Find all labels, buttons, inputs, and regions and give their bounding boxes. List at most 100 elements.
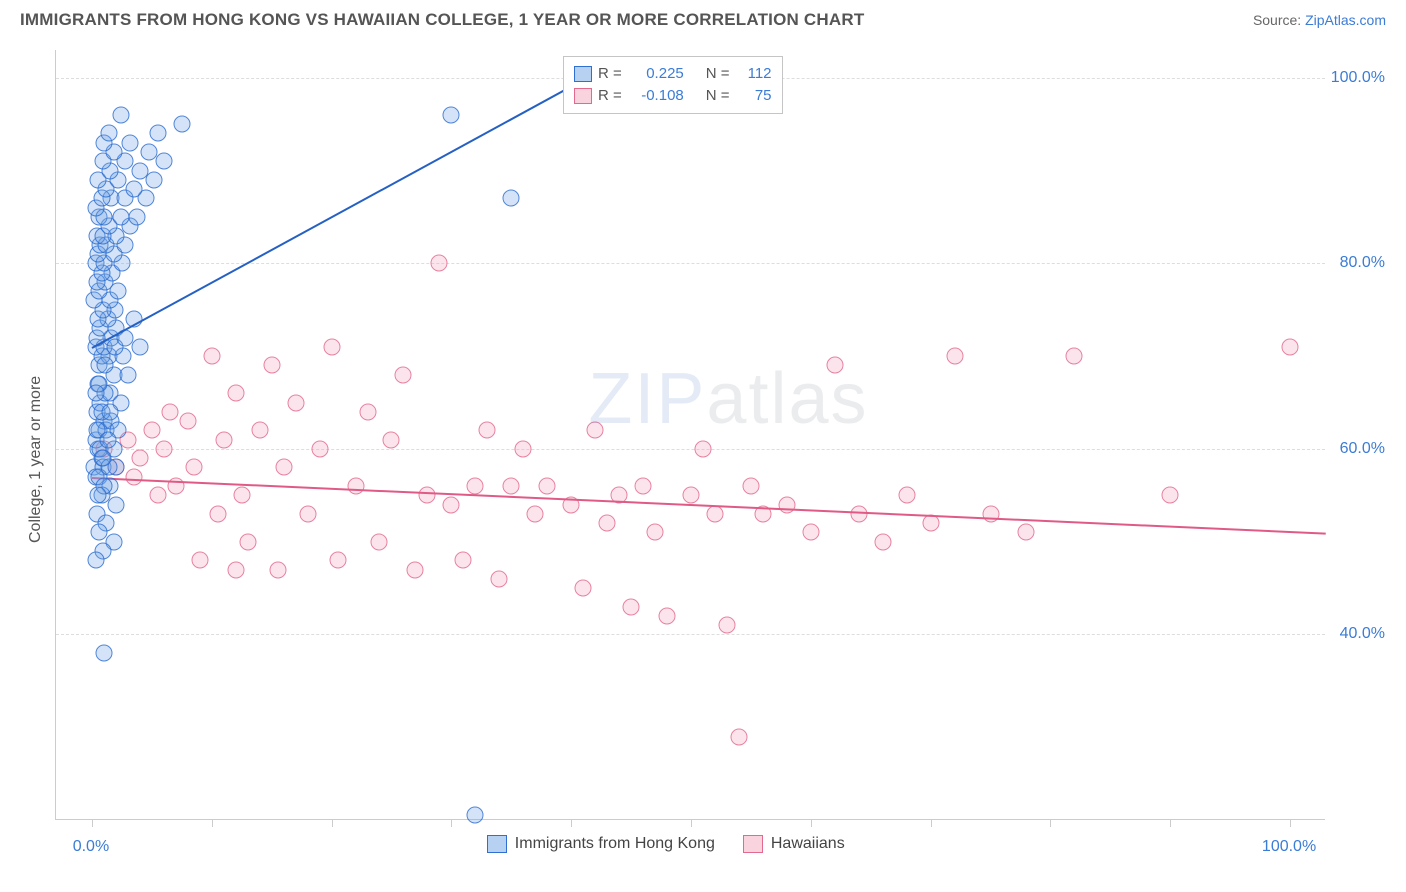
data-point	[419, 487, 436, 504]
y-tick-label: 100.0%	[1331, 69, 1385, 87]
stats-row-hw: R = -0.108 N = 75	[574, 85, 772, 107]
data-point	[87, 552, 104, 569]
data-point	[112, 208, 129, 225]
data-point	[515, 440, 532, 457]
data-point	[922, 515, 939, 532]
y-tick-label: 40.0%	[1340, 625, 1385, 643]
trend-line	[92, 477, 1326, 535]
data-point	[269, 561, 286, 578]
source-attribution: Source: ZipAtlas.com	[1253, 12, 1386, 28]
data-point	[347, 478, 364, 495]
chart-title: IMMIGRANTS FROM HONG KONG VS HAWAIIAN CO…	[20, 10, 864, 30]
data-point	[503, 190, 520, 207]
x-tick	[571, 819, 572, 827]
data-point	[371, 533, 388, 550]
grid-line	[56, 634, 1325, 635]
grid-line	[56, 449, 1325, 450]
data-point	[647, 524, 664, 541]
data-point	[443, 106, 460, 123]
data-point	[802, 524, 819, 541]
data-point	[155, 153, 172, 170]
data-point	[898, 487, 915, 504]
data-point	[97, 357, 114, 374]
stat-n-label: N =	[706, 63, 730, 85]
data-point	[527, 505, 544, 522]
data-point	[149, 487, 166, 504]
x-tick	[1170, 819, 1171, 827]
stat-r-label: R =	[598, 63, 622, 85]
data-point	[706, 505, 723, 522]
y-tick-label: 60.0%	[1340, 440, 1385, 458]
data-point	[467, 478, 484, 495]
x-tick-label: 100.0%	[1262, 838, 1316, 856]
data-point	[131, 450, 148, 467]
legend-label-hk: Immigrants from Hong Kong	[515, 835, 715, 853]
data-point	[359, 403, 376, 420]
legend-item-hk: Immigrants from Hong Kong	[487, 835, 715, 853]
data-point	[407, 561, 424, 578]
data-point	[599, 515, 616, 532]
legend-item-hw: Hawaiians	[743, 835, 845, 853]
data-point	[227, 385, 244, 402]
data-point	[239, 533, 256, 550]
data-point	[539, 478, 556, 495]
data-point	[826, 357, 843, 374]
stat-n-hk: 112	[736, 63, 772, 85]
data-point	[203, 348, 220, 365]
data-point	[99, 431, 116, 448]
source-link[interactable]: ZipAtlas.com	[1305, 12, 1386, 28]
data-point	[107, 496, 124, 513]
data-point	[173, 116, 190, 133]
data-point	[491, 570, 508, 587]
data-point	[101, 403, 118, 420]
data-point	[251, 422, 268, 439]
x-tick-label: 0.0%	[73, 838, 109, 856]
data-point	[87, 385, 104, 402]
stat-n-hw: 75	[736, 85, 772, 107]
legend-swatch-hw	[743, 835, 763, 853]
x-tick	[691, 819, 692, 827]
stats-row-hk: R = 0.225 N = 112	[574, 63, 772, 85]
data-point	[694, 440, 711, 457]
stat-r-hk: 0.225	[628, 63, 684, 85]
data-point	[275, 459, 292, 476]
x-tick	[1050, 819, 1051, 827]
data-point	[1282, 338, 1299, 355]
data-point	[287, 394, 304, 411]
data-point	[125, 468, 142, 485]
data-point	[479, 422, 496, 439]
data-point	[683, 487, 700, 504]
stat-n-label: N =	[706, 85, 730, 107]
x-tick	[212, 819, 213, 827]
data-point	[730, 728, 747, 745]
data-point	[395, 366, 412, 383]
legend: Immigrants from Hong Kong Hawaiians	[487, 835, 845, 853]
data-point	[1018, 524, 1035, 541]
data-point	[100, 125, 117, 142]
data-point	[718, 617, 735, 634]
data-point	[149, 125, 166, 142]
data-point	[467, 807, 484, 824]
x-tick	[931, 819, 932, 827]
data-point	[122, 134, 139, 151]
legend-label-hw: Hawaiians	[771, 835, 845, 853]
legend-swatch-hk	[487, 835, 507, 853]
data-point	[742, 478, 759, 495]
data-point	[112, 106, 129, 123]
data-point	[89, 487, 106, 504]
data-point	[155, 440, 172, 457]
data-point	[311, 440, 328, 457]
data-point	[185, 459, 202, 476]
stat-r-hw: -0.108	[628, 85, 684, 107]
plot-area: 40.0%60.0%80.0%100.0%	[55, 50, 1325, 820]
data-point	[635, 478, 652, 495]
x-tick	[451, 819, 452, 827]
data-point	[503, 478, 520, 495]
data-point	[587, 422, 604, 439]
y-axis-title: College, 1 year or more	[27, 376, 45, 543]
x-tick	[332, 819, 333, 827]
data-point	[299, 505, 316, 522]
data-point	[323, 338, 340, 355]
data-point	[874, 533, 891, 550]
x-tick	[811, 819, 812, 827]
